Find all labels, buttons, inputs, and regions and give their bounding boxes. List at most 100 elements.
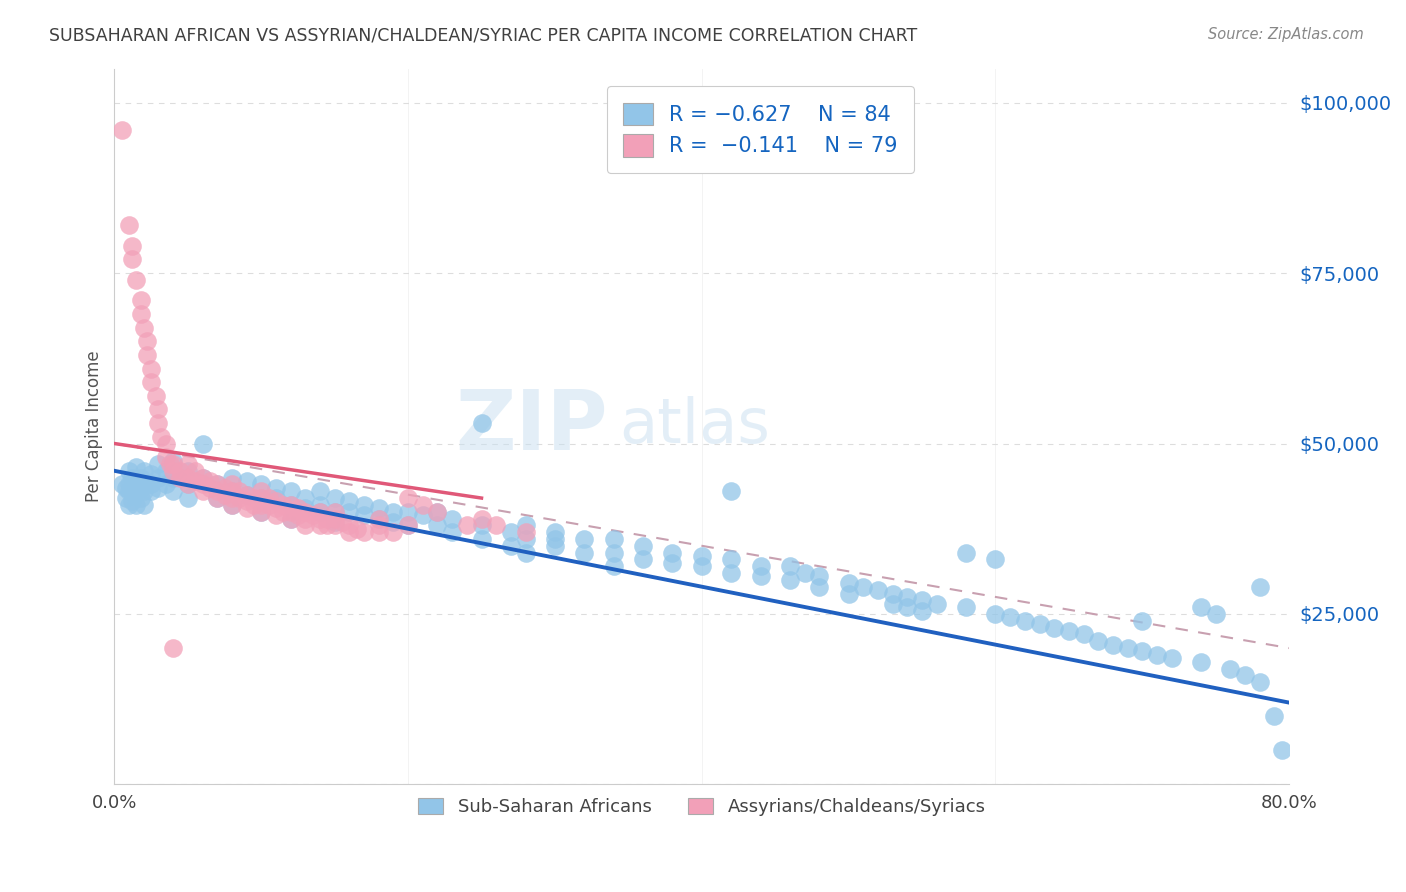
Point [184, 474, 207, 488]
Point [177, 457, 200, 471]
Point [984, 552, 1007, 566]
Point [257, 498, 280, 512]
Point [280, 511, 302, 525]
Point [779, 573, 801, 587]
Point [1263, 709, 1285, 723]
Point [661, 556, 683, 570]
Point [118, 477, 141, 491]
Point [191, 484, 214, 499]
Point [720, 566, 742, 580]
Point [1234, 668, 1257, 682]
Point [162, 464, 184, 478]
Point [1189, 600, 1212, 615]
Point [250, 505, 273, 519]
Point [309, 518, 332, 533]
Point [367, 518, 389, 533]
Point [205, 477, 228, 491]
Point [125, 460, 148, 475]
Point [602, 546, 624, 560]
Point [1249, 580, 1271, 594]
Point [139, 375, 162, 389]
Point [749, 569, 772, 583]
Point [115, 491, 138, 505]
Point [250, 477, 273, 491]
Point [515, 525, 537, 540]
Point [280, 498, 302, 512]
Point [280, 511, 302, 525]
Point [221, 491, 243, 505]
Point [191, 470, 214, 484]
Point [1057, 624, 1080, 638]
Point [470, 416, 492, 430]
Point [544, 539, 567, 553]
Point [346, 522, 368, 536]
Point [323, 491, 346, 505]
Point [412, 508, 434, 522]
Point [544, 532, 567, 546]
Point [441, 525, 464, 540]
Point [264, 501, 287, 516]
Point [866, 583, 889, 598]
Point [882, 597, 904, 611]
Point [177, 477, 200, 491]
Point [139, 467, 162, 482]
Point [470, 511, 492, 525]
Point [264, 481, 287, 495]
Point [205, 477, 228, 491]
Legend: Sub-Saharan Africans, Assyrians/Chaldeans/Syriacs: Sub-Saharan Africans, Assyrians/Chaldean… [409, 789, 994, 825]
Point [485, 518, 508, 533]
Point [250, 498, 273, 512]
Point [896, 590, 918, 604]
Point [309, 484, 332, 499]
Point [250, 491, 273, 505]
Point [330, 515, 353, 529]
Point [456, 518, 478, 533]
Point [145, 389, 167, 403]
Point [1130, 644, 1153, 658]
Point [121, 239, 143, 253]
Point [129, 293, 152, 308]
Point [162, 641, 184, 656]
Point [309, 505, 332, 519]
Point [1249, 675, 1271, 690]
Point [294, 511, 316, 525]
Point [280, 498, 302, 512]
Point [125, 498, 148, 512]
Point [250, 491, 273, 505]
Point [499, 525, 522, 540]
Point [896, 600, 918, 615]
Point [426, 505, 449, 519]
Point [574, 532, 596, 546]
Point [882, 586, 904, 600]
Point [1014, 614, 1036, 628]
Point [162, 453, 184, 467]
Point [139, 361, 162, 376]
Point [205, 491, 228, 505]
Point [214, 481, 236, 495]
Point [412, 498, 434, 512]
Point [148, 457, 170, 471]
Point [396, 518, 419, 533]
Point [720, 484, 742, 499]
Point [221, 484, 243, 499]
Point [191, 470, 214, 484]
Point [690, 549, 713, 563]
Point [1146, 648, 1168, 662]
Point [221, 470, 243, 484]
Point [198, 474, 221, 488]
Point [1219, 661, 1241, 675]
Point [1073, 627, 1095, 641]
Point [779, 559, 801, 574]
Point [1205, 607, 1227, 621]
Point [382, 505, 405, 519]
Point [250, 484, 273, 499]
Point [294, 518, 316, 533]
Point [441, 511, 464, 525]
Point [118, 484, 141, 499]
Point [214, 488, 236, 502]
Point [749, 559, 772, 574]
Point [353, 525, 375, 540]
Point [228, 484, 250, 499]
Point [235, 488, 257, 502]
Point [150, 430, 173, 444]
